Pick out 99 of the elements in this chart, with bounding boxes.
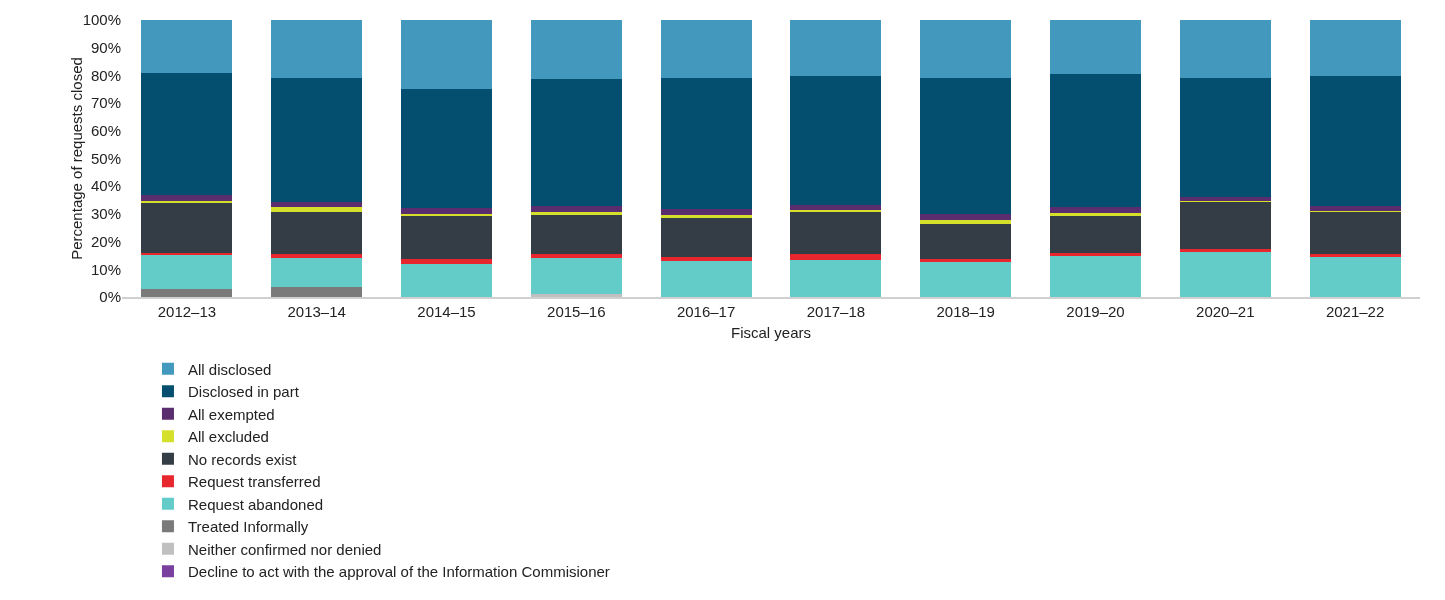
x-tick-label: 2017–18 bbox=[806, 303, 866, 320]
legend-label: All exempted bbox=[187, 405, 275, 423]
bar bbox=[141, 20, 233, 74]
bar bbox=[660, 209, 752, 216]
x-tick-label: 2020–21 bbox=[1196, 303, 1255, 320]
bar bbox=[790, 205, 882, 210]
y-tick-label: 60% bbox=[90, 122, 121, 140]
bar bbox=[790, 20, 882, 77]
bar bbox=[271, 287, 363, 297]
x-tick-label: 2012–13 bbox=[157, 303, 217, 320]
bar bbox=[1309, 256, 1401, 297]
bar bbox=[141, 73, 233, 195]
bar bbox=[530, 257, 622, 295]
bar bbox=[920, 20, 1012, 78]
bar bbox=[271, 207, 363, 212]
bar bbox=[1179, 20, 1271, 78]
legend-label: Decline to act with the approval of the Information Commisioner bbox=[187, 563, 610, 580]
bar bbox=[1050, 215, 1141, 253]
y-tick-label: 70% bbox=[90, 94, 121, 112]
bar bbox=[920, 261, 1012, 297]
legend-label: Disclosed in part bbox=[187, 383, 300, 400]
y-tick-label: 80% bbox=[90, 66, 121, 84]
bar bbox=[141, 255, 233, 289]
bar bbox=[790, 259, 882, 297]
bar bbox=[920, 219, 1012, 224]
y-tick-label: 100% bbox=[82, 11, 121, 29]
legend-label: All disclosed bbox=[187, 360, 272, 378]
bar bbox=[530, 212, 622, 215]
bar bbox=[141, 288, 233, 297]
bar bbox=[920, 223, 1012, 259]
x-tick-label: 2018–19 bbox=[936, 303, 995, 320]
y-tick-label: 30% bbox=[90, 205, 121, 223]
bar bbox=[790, 76, 882, 206]
x-tick-label: 2021–22 bbox=[1325, 303, 1385, 320]
bar bbox=[660, 215, 752, 219]
bar bbox=[660, 218, 752, 257]
bar bbox=[1050, 74, 1141, 208]
legend-label: All excluded bbox=[187, 428, 269, 445]
bar bbox=[660, 78, 752, 210]
bar bbox=[530, 20, 622, 79]
bar bbox=[1309, 76, 1401, 207]
bar bbox=[141, 194, 233, 201]
x-tick-label: 2013–14 bbox=[287, 303, 346, 320]
bar bbox=[1309, 206, 1401, 211]
y-tick-label: 0% bbox=[99, 288, 121, 306]
bar bbox=[530, 253, 622, 258]
bar bbox=[271, 211, 363, 255]
bar bbox=[920, 214, 1012, 220]
y-tick-label: 90% bbox=[90, 38, 121, 56]
x-axis-title: Fiscal years bbox=[730, 323, 812, 341]
bar bbox=[271, 258, 363, 288]
bar bbox=[660, 260, 752, 297]
bar bbox=[401, 88, 492, 208]
bar bbox=[920, 77, 1012, 215]
bar bbox=[1309, 212, 1401, 255]
bar bbox=[271, 78, 363, 202]
y-tick-label: 10% bbox=[90, 260, 121, 278]
y-tick-label: 40% bbox=[90, 177, 121, 195]
bar bbox=[1309, 20, 1401, 77]
bar bbox=[1179, 252, 1271, 297]
bar bbox=[660, 256, 752, 261]
bar bbox=[1179, 196, 1271, 202]
bar bbox=[530, 78, 622, 206]
y-axis-title: Percentage of requests closed bbox=[68, 57, 85, 260]
x-tick-label: 2019–20 bbox=[1066, 303, 1125, 320]
bar bbox=[790, 212, 882, 255]
legend-label: Request transferred bbox=[187, 473, 321, 490]
y-tick-label: 50% bbox=[90, 149, 121, 167]
legend-label: Treated Informally bbox=[187, 518, 309, 535]
bar bbox=[401, 259, 492, 265]
bar bbox=[1179, 77, 1271, 197]
bar bbox=[271, 201, 363, 208]
x-tick-label: 2016–17 bbox=[676, 303, 736, 320]
x-tick-label: 2015–16 bbox=[547, 303, 606, 320]
bar bbox=[530, 214, 622, 254]
bar bbox=[1309, 254, 1401, 257]
bar bbox=[1050, 212, 1141, 216]
bar bbox=[790, 254, 882, 260]
bar bbox=[401, 215, 492, 260]
bar bbox=[1050, 252, 1141, 256]
bar bbox=[1179, 202, 1271, 249]
bar bbox=[401, 264, 492, 297]
x-tick-label: 2014–15 bbox=[417, 303, 476, 320]
bar bbox=[1050, 207, 1141, 213]
bar bbox=[141, 203, 233, 253]
bar bbox=[920, 258, 1012, 262]
bar bbox=[660, 20, 752, 79]
bar bbox=[1050, 20, 1141, 75]
bar bbox=[1050, 256, 1141, 297]
bar bbox=[530, 205, 622, 213]
bar bbox=[271, 254, 363, 259]
legend-label: Request abandoned bbox=[187, 495, 324, 513]
bar bbox=[271, 20, 363, 79]
legend-label: Neither confirmed nor denied bbox=[187, 540, 382, 558]
bar bbox=[401, 207, 492, 214]
bar bbox=[401, 20, 492, 89]
legend-label: No records exist bbox=[187, 450, 298, 468]
bar bbox=[530, 294, 622, 297]
y-tick-label: 20% bbox=[90, 232, 121, 250]
